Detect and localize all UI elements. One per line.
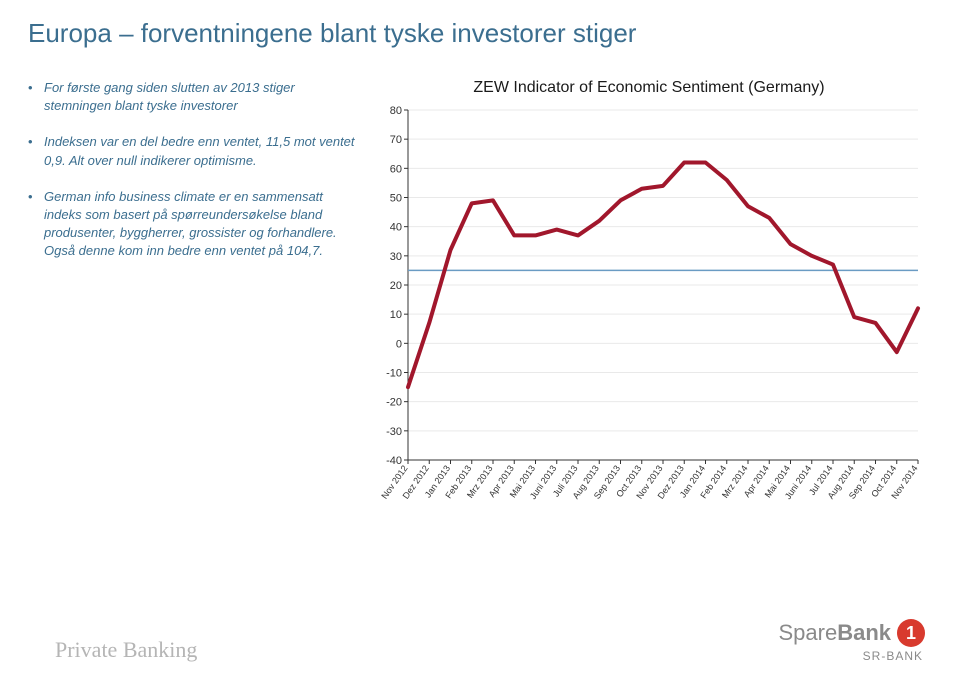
svg-text:20: 20: [390, 280, 402, 292]
svg-text:50: 50: [390, 193, 402, 205]
logo-text: SpareBank: [778, 620, 891, 646]
footer-left-brand: Private Banking: [55, 637, 197, 663]
bullet-icon: •: [28, 79, 44, 115]
footer-logo: SpareBank 1 SR-BANK: [778, 619, 925, 663]
list-item: • German info business climate er en sam…: [28, 188, 358, 261]
logo-subtext: SR-BANK: [863, 649, 923, 663]
bullet-icon: •: [28, 188, 44, 261]
chart-title: ZEW Indicator of Economic Sentiment (Ger…: [368, 79, 930, 97]
svg-text:60: 60: [390, 163, 402, 175]
svg-text:80: 80: [390, 105, 402, 117]
footer: Private Banking SpareBank 1 SR-BANK: [0, 619, 960, 663]
svg-text:70: 70: [390, 134, 402, 146]
svg-text:10: 10: [390, 309, 402, 321]
bullet-text: German info business climate er en samme…: [44, 188, 358, 261]
svg-text:30: 30: [390, 251, 402, 263]
logo-word-b: Bank: [837, 620, 891, 645]
logo-word-a: Spare: [778, 620, 837, 645]
page-title: Europa – forventningene blant tyske inve…: [0, 0, 960, 49]
list-item: • For første gang siden slutten av 2013 …: [28, 79, 358, 115]
chart-container: ZEW Indicator of Economic Sentiment (Ger…: [368, 79, 930, 525]
svg-text:40: 40: [390, 222, 402, 234]
svg-text:-10: -10: [386, 368, 402, 380]
svg-text:-30: -30: [386, 426, 402, 438]
bullet-text: For første gang siden slutten av 2013 st…: [44, 79, 358, 115]
bullet-text: Indeksen var en del bedre enn ventet, 11…: [44, 133, 358, 169]
logo-mark-icon: 1: [897, 619, 925, 647]
logo-row: SpareBank 1: [778, 619, 925, 647]
list-item: • Indeksen var en del bedre enn ventet, …: [28, 133, 358, 169]
bullet-icon: •: [28, 133, 44, 169]
chart-plot: -40-30-20-1001020304050607080Nov 2012Dez…: [368, 105, 928, 525]
svg-text:-20: -20: [386, 397, 402, 409]
bullet-list: • For første gang siden slutten av 2013 …: [28, 79, 358, 525]
main-content: • For første gang siden slutten av 2013 …: [0, 49, 960, 525]
line-chart-svg: -40-30-20-1001020304050607080Nov 2012Dez…: [368, 105, 928, 525]
svg-text:0: 0: [396, 338, 402, 350]
